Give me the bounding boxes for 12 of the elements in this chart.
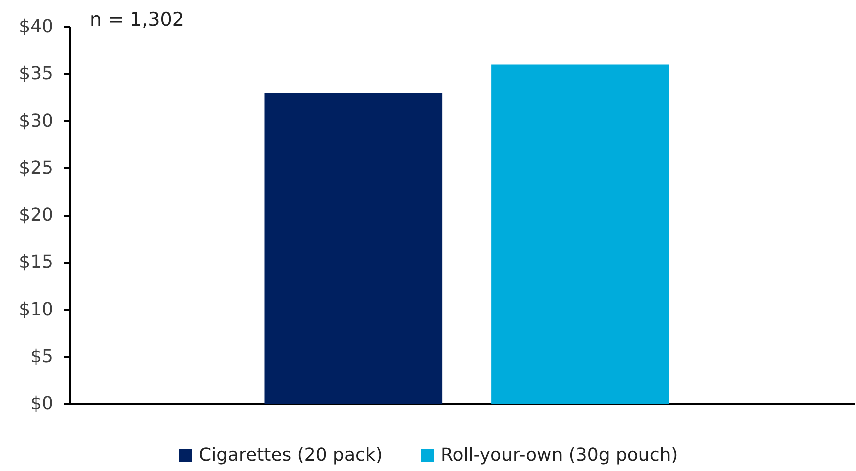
y-tick-label: $0 (30, 394, 54, 414)
y-tick-label: $20 (19, 205, 54, 226)
y-tick-label: $25 (19, 158, 54, 179)
annotation: n = 1,302 (90, 9, 184, 31)
y-tick-label: $5 (30, 346, 54, 368)
y-tick-label: $35 (19, 64, 54, 85)
legend-label: Cigarettes (20 pack) (199, 445, 383, 466)
legend-label: Roll-your-own (30g pouch) (441, 445, 678, 466)
y-tick-label: $40 (19, 16, 54, 38)
y-tick-label: $10 (19, 299, 54, 320)
y-tick-label: $30 (19, 110, 54, 132)
y-tick-label: $15 (19, 252, 54, 274)
